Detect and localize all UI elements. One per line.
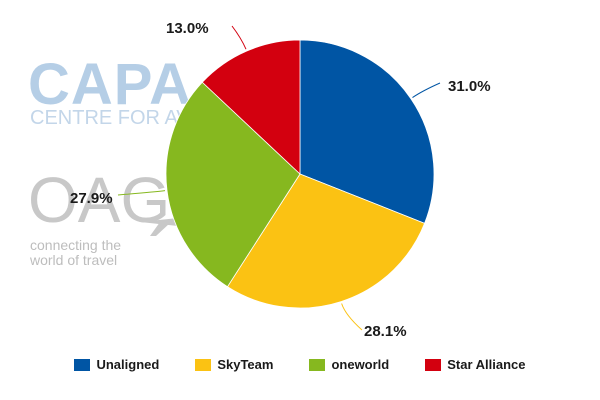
legend-label: SkyTeam	[217, 357, 274, 372]
pie-slice-unaligned	[299, 39, 435, 224]
legend-item-oneworld: oneworld	[309, 357, 389, 372]
oag-watermark: OAG connecting the world of travel	[28, 164, 188, 268]
legend-item-skyteam: SkyTeam	[195, 357, 273, 372]
slice-label-star-alliance: 13.0%	[166, 20, 209, 37]
slice-label-oneworld: 27.9%	[70, 190, 113, 207]
slice-label-unaligned: 31.0%	[448, 78, 491, 95]
legend-label: oneworld	[331, 357, 390, 372]
legend-swatch	[309, 358, 326, 371]
oag-watermark-subtext-2: world of travel	[29, 252, 117, 268]
legend-label: Unaligned	[96, 357, 160, 372]
slice-labels: 31.0% 28.1% 27.9% 13.0%	[70, 20, 491, 340]
legend: Unaligned SkyTeam oneworld Star Alliance	[0, 357, 600, 372]
slice-label-skyteam: 28.1%	[364, 323, 407, 340]
legend-swatch	[195, 358, 212, 371]
pie-chart: CAPA CENTRE FOR AVIATION OAG connecting …	[28, 20, 491, 340]
oag-watermark-text: OAG	[28, 164, 170, 236]
leader-line-skyteam	[341, 303, 363, 331]
capa-watermark-text: CAPA	[28, 52, 192, 117]
legend-item-unaligned: Unaligned	[74, 357, 159, 372]
legend-label: Star Alliance	[447, 357, 526, 372]
legend-item-star-alliance: Star Alliance	[425, 357, 526, 372]
legend-swatch	[74, 358, 91, 371]
oag-watermark-subtext-1: connecting the	[30, 237, 121, 253]
leader-line-unaligned	[412, 82, 441, 98]
pie-slices	[165, 39, 435, 309]
pie-slice-star-alliance	[201, 39, 301, 175]
pie-slice-skyteam	[226, 173, 426, 309]
pie-slice-oneworld	[165, 81, 301, 288]
leader-line-star-alliance	[231, 25, 247, 50]
leader-lines	[117, 25, 441, 331]
legend-swatch	[425, 358, 442, 371]
leader-line-oneworld	[117, 190, 166, 196]
